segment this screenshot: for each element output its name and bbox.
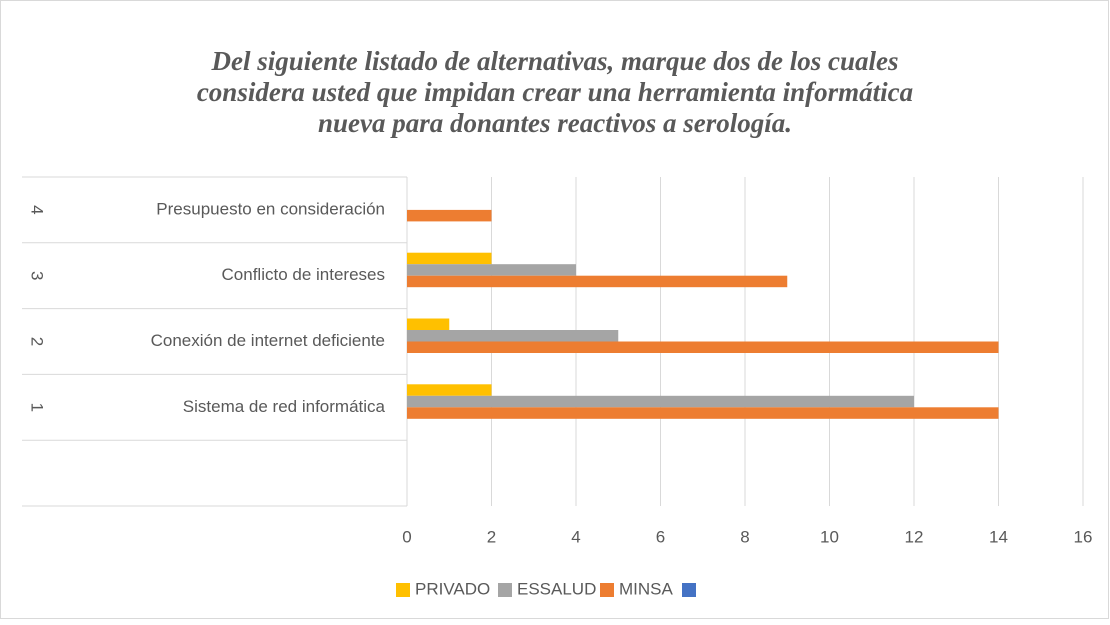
bar: [407, 384, 492, 396]
y-group-label: 2: [28, 337, 47, 346]
y-group-label: 4: [28, 205, 47, 214]
bar: [407, 275, 788, 288]
x-tick-label: 4: [571, 527, 580, 546]
bar: [407, 252, 492, 265]
y-tick-label: Conflicto de intereses: [222, 265, 385, 284]
bar: [407, 407, 999, 419]
bar: [407, 318, 450, 330]
chart-title: Del siguiente listado de alternativas, m…: [196, 46, 914, 138]
x-tick-label: 8: [740, 527, 749, 546]
bar: [407, 395, 914, 408]
x-tick-label: 12: [905, 527, 924, 546]
legend-swatch: [600, 583, 614, 597]
x-tick-label: 10: [820, 527, 839, 546]
legend-swatch: [498, 583, 512, 597]
y-tick-label: Conexión de internet deficiente: [151, 331, 385, 350]
bar: [407, 209, 492, 222]
bar: [407, 341, 999, 353]
bar: [407, 264, 576, 276]
x-tick-label: 2: [487, 527, 496, 546]
x-tick-label: 14: [989, 527, 1008, 546]
y-group-label: 3: [28, 271, 47, 280]
bar: [407, 330, 619, 342]
x-tick-label: 6: [656, 527, 665, 546]
legend-swatch: [396, 583, 410, 597]
legend-swatch: [682, 583, 696, 597]
legend-label: ESSALUD: [517, 579, 596, 598]
x-tick-label: 16: [1074, 527, 1093, 546]
y-tick-label: Sistema de red informática: [183, 397, 386, 416]
legend-label: MINSA: [619, 579, 674, 598]
x-tick-label: 0: [402, 527, 411, 546]
y-group-label: 1: [28, 403, 47, 412]
legend-label: PRIVADO: [415, 579, 490, 598]
y-tick-label: Presupuesto en consideración: [156, 199, 385, 218]
